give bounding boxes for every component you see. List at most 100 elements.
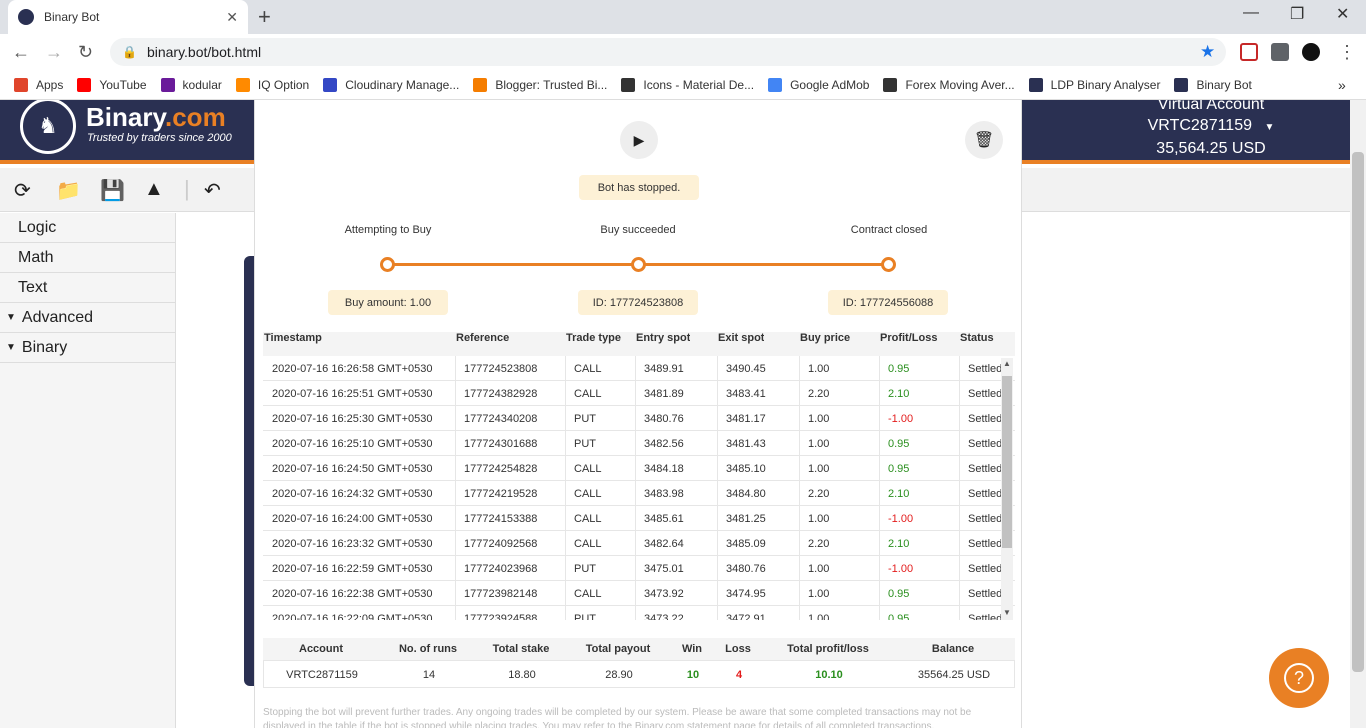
folder-icon[interactable]: 📁 bbox=[56, 180, 81, 202]
bookmark-item[interactable]: YouTube bbox=[77, 77, 147, 92]
cell-divider bbox=[565, 606, 566, 620]
account-info[interactable]: Virtual Account VRTC2871159 ▼ 35,564.25 … bbox=[1136, 100, 1286, 159]
cell-type: CALL bbox=[574, 588, 602, 600]
restore-icon[interactable]: ❐ bbox=[1290, 6, 1305, 23]
bookmark-item[interactable]: Cloudinary Manage... bbox=[323, 77, 459, 92]
bookmark-star-icon[interactable]: ★ bbox=[1200, 42, 1216, 61]
bookmark-item[interactable]: LDP Binary Analyser bbox=[1028, 77, 1160, 92]
google-drive-icon[interactable]: ▲ bbox=[144, 178, 164, 200]
cell-divider bbox=[635, 456, 636, 481]
bookmark-item[interactable]: IQ Option bbox=[235, 77, 309, 92]
column-header[interactable]: Entry spot bbox=[636, 332, 691, 344]
minimize-icon[interactable]: — bbox=[1243, 4, 1259, 21]
summary-value-cell: 18.80 bbox=[508, 669, 536, 681]
bookmark-item[interactable]: Icons - Material De... bbox=[621, 77, 754, 92]
reset-icon[interactable]: ⟳ bbox=[14, 180, 31, 202]
undo-icon[interactable]: ↶ bbox=[204, 180, 221, 202]
bookmark-favicon-icon bbox=[14, 77, 28, 92]
cell-divider bbox=[959, 406, 960, 431]
column-header[interactable]: Buy price bbox=[800, 332, 851, 344]
sidebar-item-text[interactable]: Text bbox=[0, 273, 175, 303]
summary-header-cell: Total profit/loss bbox=[787, 643, 869, 655]
sidebar-item-advanced[interactable]: ▼ Advanced bbox=[0, 303, 175, 333]
column-header[interactable]: Profit/Loss bbox=[880, 332, 938, 344]
sidebar-item-logic[interactable]: Logic bbox=[0, 213, 175, 243]
step-node-buy bbox=[631, 257, 646, 272]
cell-divider bbox=[879, 606, 880, 620]
column-header[interactable]: Status bbox=[960, 332, 994, 344]
table-scrollbar[interactable]: ▲ ▼ bbox=[1001, 358, 1013, 620]
step-label-closed: Contract closed bbox=[850, 224, 928, 236]
extension-icon[interactable] bbox=[1240, 43, 1258, 61]
caret-down-icon: ▼ bbox=[6, 312, 16, 323]
run-bot-button[interactable]: ▶ bbox=[620, 121, 658, 159]
back-icon[interactable]: ← bbox=[12, 42, 30, 62]
cell-divider bbox=[879, 581, 880, 606]
summary-header-cell: Win bbox=[681, 643, 703, 655]
cell-reference: 177724340208 bbox=[464, 413, 538, 425]
cell-divider bbox=[455, 581, 456, 606]
cell-divider bbox=[455, 556, 456, 581]
help-button[interactable]: ? bbox=[1269, 648, 1329, 708]
bookmark-favicon-icon bbox=[1028, 77, 1043, 92]
table-row: 2020-07-16 16:24:00 GMT+0530 177724153388… bbox=[263, 506, 1015, 531]
bookmark-favicon-icon bbox=[1174, 77, 1189, 92]
column-header[interactable]: Trade type bbox=[566, 332, 622, 344]
cell-timestamp: 2020-07-16 16:24:50 GMT+0530 bbox=[272, 463, 433, 475]
column-header[interactable]: Timestamp bbox=[264, 332, 322, 344]
sidebar-item-binary[interactable]: ▼ Binary bbox=[0, 333, 175, 363]
cell-buy: 1.00 bbox=[808, 563, 830, 575]
bookmark-item[interactable]: Forex Moving Aver... bbox=[883, 77, 1015, 92]
summary-header-cell: Total payout bbox=[585, 643, 651, 655]
profile-avatar[interactable] bbox=[1302, 43, 1320, 61]
page-scrollbar[interactable] bbox=[1350, 100, 1366, 728]
page-scrollbar-thumb[interactable] bbox=[1352, 152, 1364, 672]
sidebar-item-math[interactable]: Math bbox=[0, 243, 175, 273]
cell-pl: 2.10 bbox=[888, 388, 910, 400]
cell-pl: 0.95 bbox=[888, 363, 910, 375]
bookmark-item[interactable]: Binary Bot bbox=[1174, 77, 1252, 92]
bookmark-item[interactable]: kodular bbox=[160, 77, 222, 92]
cell-entry: 3483.98 bbox=[644, 488, 684, 500]
bookmark-item[interactable]: Blogger: Trusted Bi... bbox=[473, 77, 607, 92]
reload-icon[interactable]: ↻ bbox=[78, 42, 94, 62]
url-input[interactable]: 🔒 binary.bot/bot.html bbox=[110, 38, 1226, 66]
window-close-icon[interactable]: ✕ bbox=[1336, 6, 1350, 23]
bookmark-item[interactable]: Google AdMob bbox=[768, 77, 869, 92]
cell-divider bbox=[799, 431, 800, 456]
scroll-up-icon[interactable]: ▲ bbox=[1003, 359, 1011, 368]
more-bookmarks-icon[interactable]: » bbox=[1338, 76, 1346, 93]
cell-pl: 0.95 bbox=[888, 613, 910, 620]
column-header[interactable]: Exit spot bbox=[718, 332, 765, 344]
cell-type: PUT bbox=[574, 413, 596, 425]
table-scrollbar-thumb[interactable] bbox=[1002, 376, 1012, 548]
new-tab-icon[interactable]: + bbox=[258, 4, 271, 29]
cell-entry: 3485.61 bbox=[644, 513, 684, 525]
cell-timestamp: 2020-07-16 16:26:58 GMT+0530 bbox=[272, 363, 433, 375]
column-header[interactable]: Reference bbox=[456, 332, 510, 344]
close-tab-icon[interactable]: ✕ bbox=[226, 8, 238, 25]
chevron-down-icon: ▼ bbox=[1264, 122, 1275, 133]
cell-buy: 2.20 bbox=[808, 388, 830, 400]
clear-stats-button[interactable]: 🗑 bbox=[965, 121, 1003, 159]
table-row: 2020-07-16 16:25:10 GMT+0530 177724301688… bbox=[263, 431, 1015, 456]
cell-divider bbox=[565, 556, 566, 581]
save-icon[interactable]: 💾 bbox=[100, 180, 125, 202]
forward-icon[interactable]: → bbox=[45, 42, 63, 62]
cell-entry: 3489.91 bbox=[644, 363, 684, 375]
cell-status: Settled bbox=[968, 388, 1003, 400]
table-row: 2020-07-16 16:22:09 GMT+0530 177723924588… bbox=[263, 606, 1015, 620]
puzzle-icon[interactable] bbox=[1271, 43, 1289, 61]
browser-tab[interactable]: Binary Bot ✕ bbox=[8, 0, 248, 34]
trash-icon: 🗑 bbox=[973, 132, 995, 149]
cell-divider bbox=[565, 381, 566, 406]
cell-reference: 177724023968 bbox=[464, 563, 538, 575]
cell-entry: 3481.89 bbox=[644, 388, 684, 400]
cell-reference: 177724219528 bbox=[464, 488, 538, 500]
bookmark-item[interactable]: Apps bbox=[14, 77, 63, 92]
menu-icon[interactable]: ⋮ bbox=[1338, 42, 1356, 62]
trades-table-body[interactable]: 2020-07-16 16:26:58 GMT+0530 177724523808… bbox=[263, 356, 1015, 620]
binary-bot-favicon-icon bbox=[18, 9, 34, 25]
cell-status: Settled bbox=[968, 613, 1003, 620]
scroll-down-icon[interactable]: ▼ bbox=[1003, 608, 1011, 617]
